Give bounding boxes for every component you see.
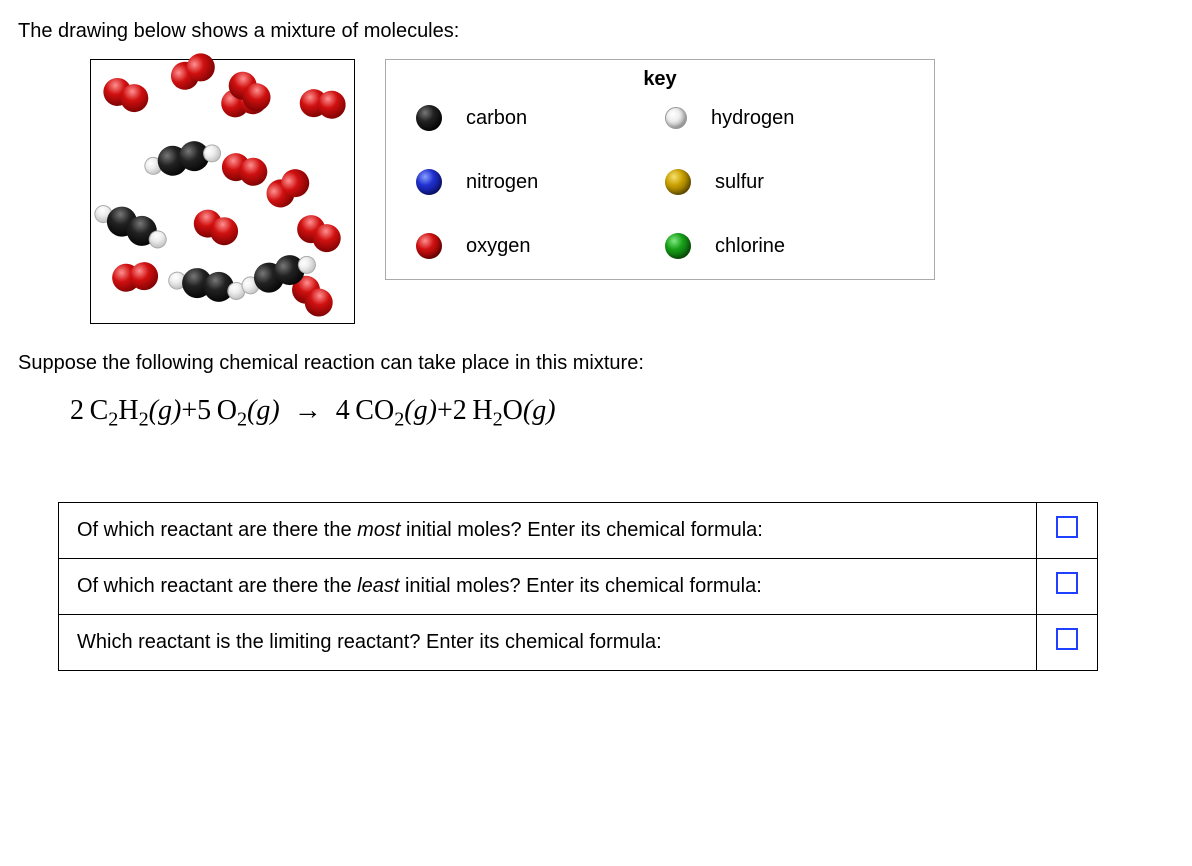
answer-cell bbox=[1037, 502, 1098, 558]
chlorine-atom-icon bbox=[665, 233, 691, 259]
suppose-text: Suppose the following chemical reaction … bbox=[18, 352, 1172, 375]
sulfur-atom-icon bbox=[665, 169, 691, 195]
plus: + bbox=[437, 395, 453, 426]
carbon-atom-icon bbox=[416, 105, 442, 131]
legend-label: nitrogen bbox=[466, 171, 538, 194]
coeff: 5 bbox=[197, 395, 211, 426]
coeff: 2 bbox=[453, 395, 467, 426]
molecule-drawing bbox=[90, 59, 355, 324]
coeff: 2 bbox=[70, 395, 84, 426]
q-em: least bbox=[357, 575, 399, 597]
question-cell: Which reactant is the limiting reactant?… bbox=[59, 614, 1037, 670]
legend-label: sulfur bbox=[715, 171, 764, 194]
legend-box: key carbon hydrogen nitrogen sulfur oxygen ch… bbox=[385, 59, 935, 280]
legend-item-oxygen: oxygen bbox=[416, 233, 655, 259]
legend-label: hydrogen bbox=[711, 107, 794, 130]
questions-table: Of which reactant are there the most ini… bbox=[58, 502, 1098, 671]
q-text: initial moles? Enter its chemical formul… bbox=[399, 575, 761, 597]
answer-input[interactable] bbox=[1056, 628, 1078, 650]
intro-text: The drawing below shows a mixture of mol… bbox=[18, 20, 1172, 43]
answer-cell bbox=[1037, 614, 1098, 670]
q-text: initial moles? Enter its chemical formul… bbox=[401, 519, 763, 541]
q-text: Of which reactant are there the bbox=[77, 575, 357, 597]
legend-label: chlorine bbox=[715, 235, 785, 258]
legend-item-chlorine: chlorine bbox=[665, 233, 904, 259]
coeff: 4 bbox=[336, 395, 350, 426]
question-cell: Of which reactant are there the least in… bbox=[59, 558, 1037, 614]
answer-input[interactable] bbox=[1056, 516, 1078, 538]
table-row: Of which reactant are there the most ini… bbox=[59, 502, 1098, 558]
figure-row: key carbon hydrogen nitrogen sulfur oxygen ch… bbox=[90, 59, 1172, 324]
nitrogen-atom-icon bbox=[416, 169, 442, 195]
legend-title: key bbox=[416, 68, 904, 91]
chemical-equation: 2 C2H2(g)+5 O2(g) → 4 CO2(g)+2 H2O(g) bbox=[70, 395, 1172, 432]
question-cell: Of which reactant are there the most ini… bbox=[59, 502, 1037, 558]
answer-input[interactable] bbox=[1056, 572, 1078, 594]
q-text: Of which reactant are there the bbox=[77, 519, 357, 541]
legend-label: oxygen bbox=[466, 235, 531, 258]
plus: + bbox=[181, 395, 197, 426]
hydrogen-atom-icon bbox=[665, 107, 687, 129]
arrow: → bbox=[294, 395, 322, 426]
legend-item-sulfur: sulfur bbox=[665, 169, 904, 195]
legend-label: carbon bbox=[466, 107, 527, 130]
table-row: Of which reactant are there the least in… bbox=[59, 558, 1098, 614]
legend-item-nitrogen: nitrogen bbox=[416, 169, 655, 195]
table-row: Which reactant is the limiting reactant?… bbox=[59, 614, 1098, 670]
answer-cell bbox=[1037, 558, 1098, 614]
q-em: most bbox=[357, 519, 400, 541]
legend-grid: carbon hydrogen nitrogen sulfur oxygen chlori… bbox=[416, 105, 904, 259]
oxygen-atom-icon bbox=[416, 233, 442, 259]
legend-item-carbon: carbon bbox=[416, 105, 655, 131]
legend-item-hydrogen: hydrogen bbox=[665, 105, 904, 131]
